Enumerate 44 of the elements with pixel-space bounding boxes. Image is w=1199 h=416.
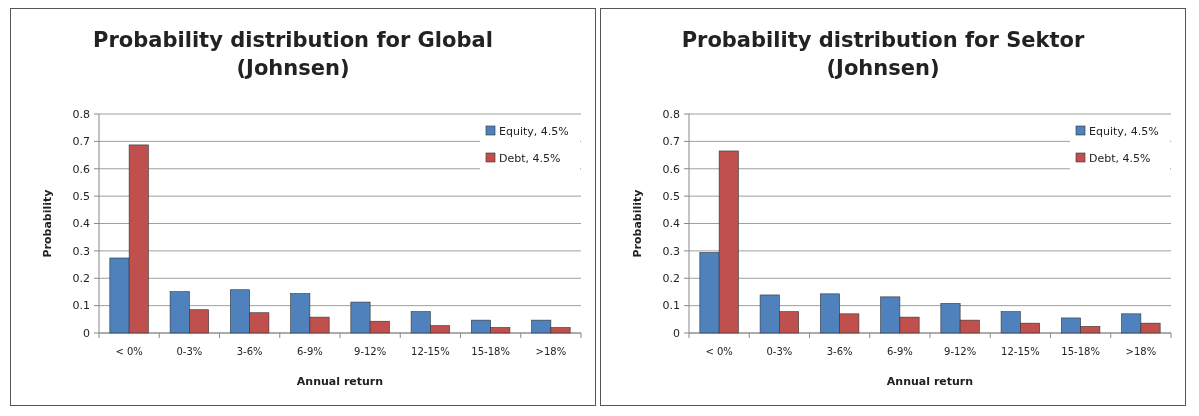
legend-label: Debt, 4.5% xyxy=(499,151,561,165)
legend-label: Debt, 4.5% xyxy=(1089,151,1151,165)
x-tick-label: 3-6% xyxy=(826,346,853,357)
y-tick-label: 0.4 xyxy=(662,217,680,231)
x-tick-label: >18% xyxy=(535,346,567,357)
y-tick-label: 0.3 xyxy=(662,244,680,258)
y-tick-label: 0.2 xyxy=(72,272,90,286)
y-tick-label: 0.4 xyxy=(72,217,90,231)
legend-label: Equity, 4.5% xyxy=(1089,124,1159,138)
y-axis-title: Probability xyxy=(41,189,54,258)
y-tick-label: 0.2 xyxy=(662,272,680,286)
y-tick-label: 0.1 xyxy=(72,299,90,313)
y-tick-label: 0 xyxy=(673,326,680,340)
y-tick-label: 0.7 xyxy=(662,135,680,149)
x-tick-label: 6-9% xyxy=(886,346,913,357)
x-axis-title: Annual return xyxy=(296,375,384,388)
x-tick-label: 15-18% xyxy=(471,346,510,357)
y-tick-label: 0.1 xyxy=(662,299,680,313)
x-axis-title: Annual return xyxy=(886,375,974,388)
x-tick-label: 12-15% xyxy=(411,346,450,357)
y-tick-label: 0.8 xyxy=(662,107,680,121)
y-tick-label: 0.8 xyxy=(72,107,90,121)
x-tick-label: 15-18% xyxy=(1061,346,1100,357)
x-tick-label: < 0% xyxy=(705,346,733,357)
x-tick-label: 9-12% xyxy=(944,346,977,357)
x-tick-label: 3-6% xyxy=(236,346,263,357)
y-tick-label: 0.6 xyxy=(662,162,680,176)
y-tick-label: 0.7 xyxy=(72,135,90,149)
y-tick-label: 0.6 xyxy=(72,162,90,176)
y-axis-title: Probability xyxy=(631,189,644,258)
x-tick-label: 12-15% xyxy=(1001,346,1040,357)
y-tick-label: 0 xyxy=(83,326,90,340)
y-tick-label: 0.5 xyxy=(72,189,90,203)
legend-label: Equity, 4.5% xyxy=(499,124,569,138)
chart-title: Probability distribution for Global (Johnsen) xyxy=(93,28,493,80)
x-tick-label: 0-3% xyxy=(176,346,203,357)
y-tick-label: 0.5 xyxy=(662,189,680,203)
x-tick-label: >18% xyxy=(1125,346,1157,357)
x-tick-label: < 0% xyxy=(115,346,143,357)
x-tick-label: 0-3% xyxy=(766,346,793,357)
chart-title: Probability distribution for Sektor (Johnsen) xyxy=(681,28,1085,80)
x-tick-label: 6-9% xyxy=(296,346,323,357)
x-tick-label: 9-12% xyxy=(354,346,387,357)
y-tick-label: 0.3 xyxy=(72,244,90,258)
